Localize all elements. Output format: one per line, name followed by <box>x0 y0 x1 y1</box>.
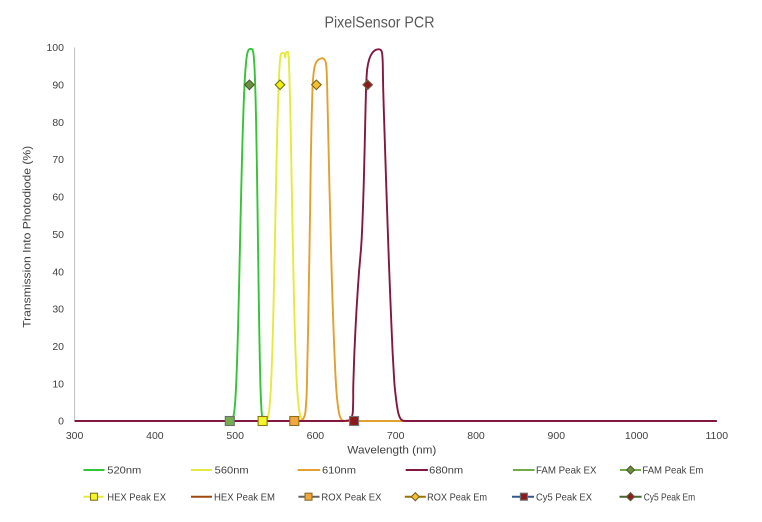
svg-text:80: 80 <box>52 117 64 129</box>
svg-text:520nm: 520nm <box>107 465 141 477</box>
svg-text:HEX Peak EM: HEX Peak EM <box>214 491 275 503</box>
svg-text:20: 20 <box>52 341 64 353</box>
svg-text:1000: 1000 <box>625 430 649 442</box>
svg-text:90: 90 <box>52 80 64 92</box>
svg-text:Cy5 Peak Em: Cy5 Peak Em <box>644 491 696 503</box>
svg-text:700: 700 <box>387 430 405 442</box>
svg-text:30: 30 <box>52 304 64 316</box>
svg-text:400: 400 <box>146 430 164 442</box>
svg-text:PixelSensor PCR: PixelSensor PCR <box>325 15 435 32</box>
svg-text:HEX Peak EX: HEX Peak EX <box>107 491 166 503</box>
svg-text:FAM Peak Em: FAM Peak Em <box>642 465 703 477</box>
svg-text:0: 0 <box>58 416 64 428</box>
svg-text:800: 800 <box>467 430 485 442</box>
svg-text:Cy5 Peak EX: Cy5 Peak EX <box>536 491 592 503</box>
svg-text:100: 100 <box>46 42 64 54</box>
svg-text:10: 10 <box>52 378 64 390</box>
svg-text:600: 600 <box>307 430 325 442</box>
svg-text:560nm: 560nm <box>215 465 249 477</box>
svg-text:500: 500 <box>226 430 244 442</box>
svg-text:1100: 1100 <box>706 430 729 442</box>
svg-text:ROX Peak Em: ROX Peak Em <box>427 491 487 503</box>
svg-text:900: 900 <box>548 430 566 442</box>
svg-text:70: 70 <box>52 154 64 166</box>
svg-text:ROX Peak EX: ROX Peak EX <box>321 491 381 503</box>
svg-text:300: 300 <box>66 430 84 442</box>
svg-text:Transmission Into Photodiode (: Transmission Into Photodiode (%) <box>22 146 34 328</box>
svg-text:Wavelength (nm): Wavelength (nm) <box>347 445 436 457</box>
svg-text:680nm: 680nm <box>429 465 463 477</box>
svg-text:FAM Peak EX: FAM Peak EX <box>536 465 597 477</box>
svg-text:610nm: 610nm <box>322 465 356 477</box>
svg-text:50: 50 <box>52 229 64 241</box>
svg-text:40: 40 <box>52 266 64 278</box>
svg-text:60: 60 <box>52 192 64 204</box>
